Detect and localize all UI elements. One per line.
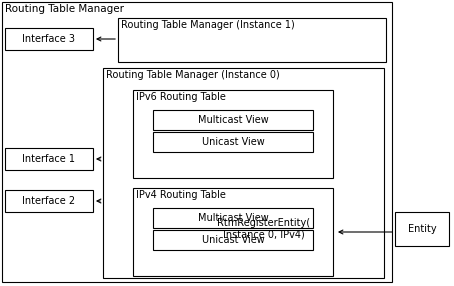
Text: Interface 3: Interface 3 [23, 34, 75, 44]
Bar [133, 188, 333, 276]
Text: Multicast View: Multicast View [197, 213, 268, 223]
Text: Unicast View: Unicast View [202, 235, 264, 245]
Text: Interface 1: Interface 1 [23, 154, 75, 164]
Bar [5, 28, 93, 50]
Bar [103, 68, 384, 278]
Bar [2, 2, 392, 282]
Text: RtmRegisterEntity(
Instance 0, IPv4): RtmRegisterEntity( Instance 0, IPv4) [217, 218, 311, 240]
Text: Routing Table Manager (Instance 1): Routing Table Manager (Instance 1) [121, 20, 295, 30]
Text: Unicast View: Unicast View [202, 137, 264, 147]
Text: IPv4 Routing Table: IPv4 Routing Table [136, 190, 226, 200]
Bar [153, 230, 313, 250]
Text: Routing Table Manager: Routing Table Manager [5, 4, 124, 14]
Bar [153, 208, 313, 228]
Bar [395, 212, 449, 246]
Text: Interface 2: Interface 2 [22, 196, 75, 206]
Bar [153, 110, 313, 130]
Bar [153, 132, 313, 152]
Text: Entity: Entity [408, 224, 436, 234]
Bar [5, 190, 93, 212]
Bar [118, 18, 386, 62]
Text: Multicast View: Multicast View [197, 115, 268, 125]
Text: Routing Table Manager (Instance 0): Routing Table Manager (Instance 0) [106, 70, 280, 80]
Bar [5, 148, 93, 170]
Bar [133, 90, 333, 178]
Text: IPv6 Routing Table: IPv6 Routing Table [136, 92, 226, 102]
